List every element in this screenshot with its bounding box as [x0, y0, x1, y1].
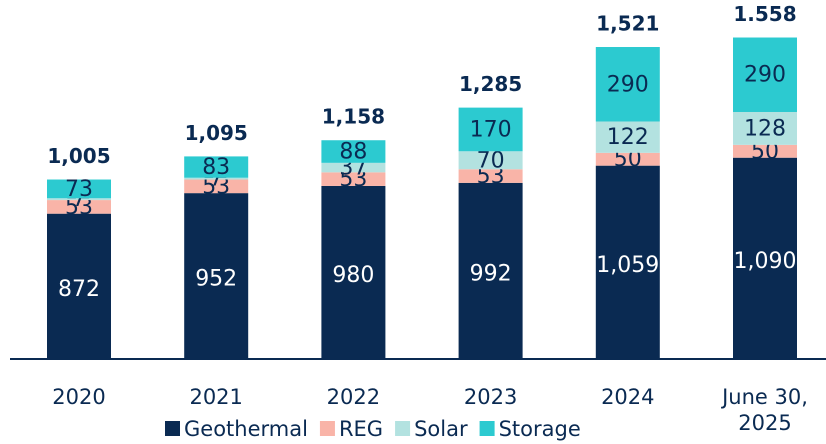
bar-segment	[184, 156, 249, 178]
bar-segment	[47, 200, 111, 214]
total-label: 1,285	[459, 72, 522, 96]
legend-label: Geothermal	[184, 417, 308, 441]
x-tick-label: 2020	[52, 385, 106, 409]
bar-segment	[595, 121, 660, 153]
segment-label: 70	[477, 148, 505, 173]
bar-segment	[321, 162, 386, 173]
total-label: 1,095	[185, 121, 248, 145]
bar-segment	[595, 165, 660, 358]
bar-segment	[184, 193, 249, 358]
x-tick-label: June 30, 2025	[722, 385, 808, 435]
x-tick-label: 2024	[601, 385, 655, 409]
legend-swatch	[479, 421, 495, 436]
segment-label: 952	[195, 267, 237, 292]
bar-segment	[321, 172, 386, 186]
bar-segment	[184, 177, 249, 180]
bar-segment	[458, 107, 523, 152]
legend-swatch	[395, 421, 411, 436]
segment-label: 170	[470, 117, 512, 142]
segment-label: 88	[339, 140, 367, 165]
segment-label: 122	[607, 125, 649, 150]
bar-segment	[733, 111, 797, 145]
x-tick-label: 2021	[189, 385, 243, 409]
segment-label: 1,059	[596, 253, 659, 278]
bar-segment	[47, 179, 111, 199]
bar-segment	[733, 157, 797, 358]
bar-segment	[321, 140, 386, 163]
x-tick-label: 2023	[463, 385, 518, 409]
segment-label: 872	[58, 277, 100, 302]
segment-label: 290	[744, 63, 786, 88]
bar-segment	[458, 169, 523, 183]
segment-label: 1,090	[734, 249, 797, 274]
segment-label: 980	[332, 263, 374, 288]
bar-segment	[47, 198, 111, 201]
legend-swatch	[165, 421, 180, 436]
bar-segment	[733, 37, 797, 112]
total-label: 1.558	[733, 2, 796, 26]
legend-label: Solar	[414, 417, 468, 441]
total-label: 1,158	[322, 105, 385, 129]
segment-label: 128	[744, 116, 786, 141]
x-tick-label: 2022	[326, 385, 381, 409]
bar-segment	[321, 185, 386, 358]
segment-label: 992	[470, 261, 512, 286]
legend-swatch	[319, 421, 335, 436]
bar-segment	[47, 213, 111, 358]
segment-label: 83	[202, 155, 230, 180]
segment-label: 73	[65, 177, 93, 202]
bar-segment	[733, 144, 797, 158]
legend-label: Storage	[499, 417, 581, 441]
bar-segment	[458, 151, 523, 170]
total-label: 1,005	[47, 144, 110, 168]
segment-label: 290	[607, 72, 649, 97]
bar-segment	[184, 179, 249, 194]
legend-label: REG	[339, 417, 383, 441]
total-label: 1,521	[596, 12, 659, 36]
bar-segment	[595, 47, 660, 122]
bar-segment	[595, 152, 660, 166]
bar-segment	[458, 182, 523, 358]
